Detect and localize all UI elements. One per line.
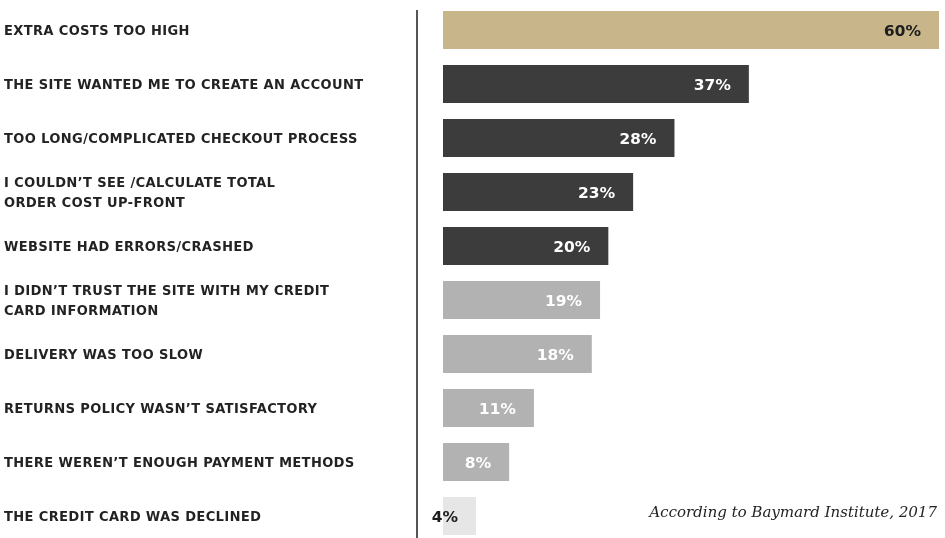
category-label-line: EXTRA COSTS TOO HIGH xyxy=(4,24,190,39)
category-label-line: TOO LONG/COMPLICATED CHECKOUT PROCESS xyxy=(4,132,358,147)
category-label: I DIDN’T TRUST THE SITE WITH MY CREDIT CA… xyxy=(4,284,329,319)
category-label: WEBSITE HAD ERRORS/CRASHED xyxy=(4,240,254,255)
category-label-line: THE SITE WANTED ME TO CREATE AN ACCOUNT xyxy=(4,78,364,93)
category-label-line: I DIDN’T TRUST THE SITE WITH MY CREDIT xyxy=(4,284,329,299)
source-note: According to Baymard Institute, 2017 xyxy=(649,503,937,521)
category-label: THERE WEREN’T ENOUGH PAYMENT METHODS xyxy=(4,456,355,471)
category-label-line: RETURNS POLICY WASN’T SATISFACTORY xyxy=(4,402,318,417)
bar-value-label: 23% xyxy=(578,184,616,202)
bar xyxy=(443,281,601,319)
category-label: DELIVERY WAS TOO SLOW xyxy=(4,348,203,363)
bar-value-label: 11% xyxy=(479,400,517,418)
category-label-line: I COULDN’T SEE /CALCULATE TOTAL xyxy=(4,176,275,191)
category-label-line: ORDER COST UP-FRONT xyxy=(4,196,185,211)
bar-value-label: 20% xyxy=(553,238,591,256)
category-label: I COULDN’T SEE /CALCULATE TOTAL ORDER COS… xyxy=(4,176,275,211)
bar xyxy=(443,11,939,49)
bar-value-label: 4% xyxy=(432,508,459,526)
bar-value-label: 18% xyxy=(537,346,575,364)
bar-value-label: 19% xyxy=(545,292,583,310)
category-label-line: CARD INFORMATION xyxy=(4,304,159,319)
bar xyxy=(443,65,749,103)
bar-value-label: 60% xyxy=(884,22,922,40)
category-label-line: THE CREDIT CARD WAS DECLINED xyxy=(4,510,261,525)
bar xyxy=(443,335,592,373)
category-label: THE CREDIT CARD WAS DECLINED xyxy=(4,510,261,525)
bar xyxy=(443,119,675,157)
category-label-line: THERE WEREN’T ENOUGH PAYMENT METHODS xyxy=(4,456,355,471)
bar xyxy=(443,497,477,535)
category-label-line: DELIVERY WAS TOO SLOW xyxy=(4,348,203,363)
bar xyxy=(443,389,534,427)
category-label-line: WEBSITE HAD ERRORS/CRASHED xyxy=(4,240,254,255)
category-label: RETURNS POLICY WASN’T SATISFACTORY xyxy=(4,402,318,417)
category-label: EXTRA COSTS TOO HIGH xyxy=(4,24,190,39)
bar xyxy=(443,173,634,211)
category-label: THE SITE WANTED ME TO CREATE AN ACCOUNT xyxy=(4,78,364,93)
bar xyxy=(443,227,609,265)
bar xyxy=(443,443,510,481)
bar-value-label: 28% xyxy=(619,130,657,148)
category-label: TOO LONG/COMPLICATED CHECKOUT PROCESS xyxy=(4,132,358,147)
bar-value-label: 37% xyxy=(694,76,732,94)
bar-value-label: 8% xyxy=(465,454,492,472)
